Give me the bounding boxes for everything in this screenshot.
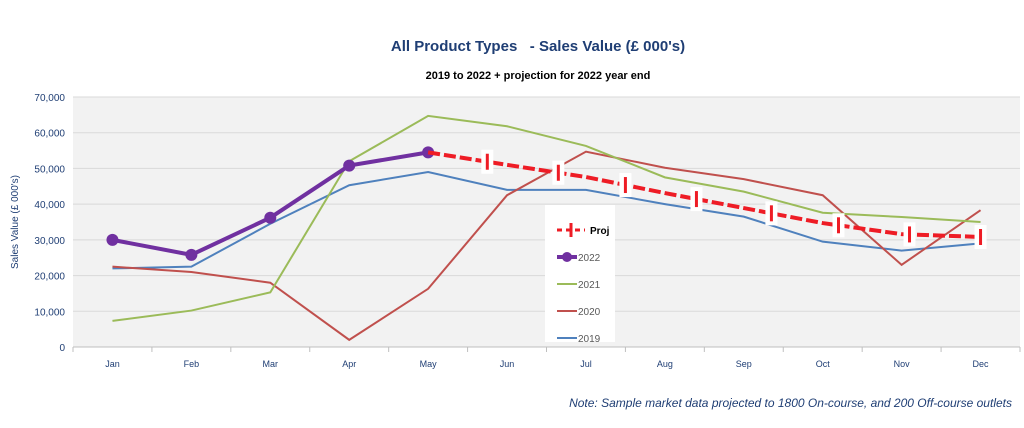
y-tick-label: 70,000 — [34, 93, 65, 104]
series-2022-point — [343, 159, 356, 172]
y-tick-label: 40,000 — [34, 200, 65, 211]
legend-label-2022: 2022 — [578, 253, 601, 264]
y-tick-label: 50,000 — [34, 164, 65, 175]
y-tick-label: 20,000 — [34, 272, 65, 283]
x-tick-label: Dec — [973, 359, 990, 369]
series-2022-point — [106, 233, 119, 246]
y-tick-label: 60,000 — [34, 129, 65, 140]
chart-note: Note: Sample market data projected to 18… — [569, 396, 1012, 410]
legend-label-proj: Proj — [590, 226, 610, 237]
series-2019-line — [112, 170, 981, 270]
x-tick-label: Apr — [342, 359, 356, 369]
legend-swatch-marker — [562, 252, 572, 262]
y-tick-label: 10,000 — [34, 307, 65, 318]
legend-box — [545, 205, 615, 342]
legend-label-2019: 2019 — [578, 334, 601, 345]
x-tick-label: Feb — [184, 359, 200, 369]
x-tick-label: Aug — [657, 359, 673, 369]
y-axis-label: Sales Value (£ 000's) — [10, 175, 21, 269]
x-tick-label: Oct — [816, 359, 831, 369]
series-2022-point — [264, 211, 277, 224]
x-tick-label: May — [420, 359, 438, 369]
x-tick-label: Mar — [263, 359, 279, 369]
x-tick-label: Nov — [894, 359, 911, 369]
x-tick-label: Sep — [736, 359, 752, 369]
series-2022-point — [185, 248, 198, 261]
chart-subtitle: 2019 to 2022 + projection for 2022 year … — [425, 70, 651, 82]
legend-label-2021: 2021 — [578, 280, 601, 291]
legend-label-2020: 2020 — [578, 307, 601, 318]
series-proj-line — [427, 150, 981, 239]
series-2020-line — [112, 150, 982, 342]
x-tick-label: Jan — [105, 359, 120, 369]
x-tick-label: Jun — [500, 359, 515, 369]
x-tick-label: Jul — [580, 359, 592, 369]
y-tick-label: 30,000 — [34, 236, 65, 247]
y-tick-label: 0 — [59, 343, 65, 354]
chart-title: All Product Types - Sales Value (£ 000's… — [390, 38, 686, 55]
